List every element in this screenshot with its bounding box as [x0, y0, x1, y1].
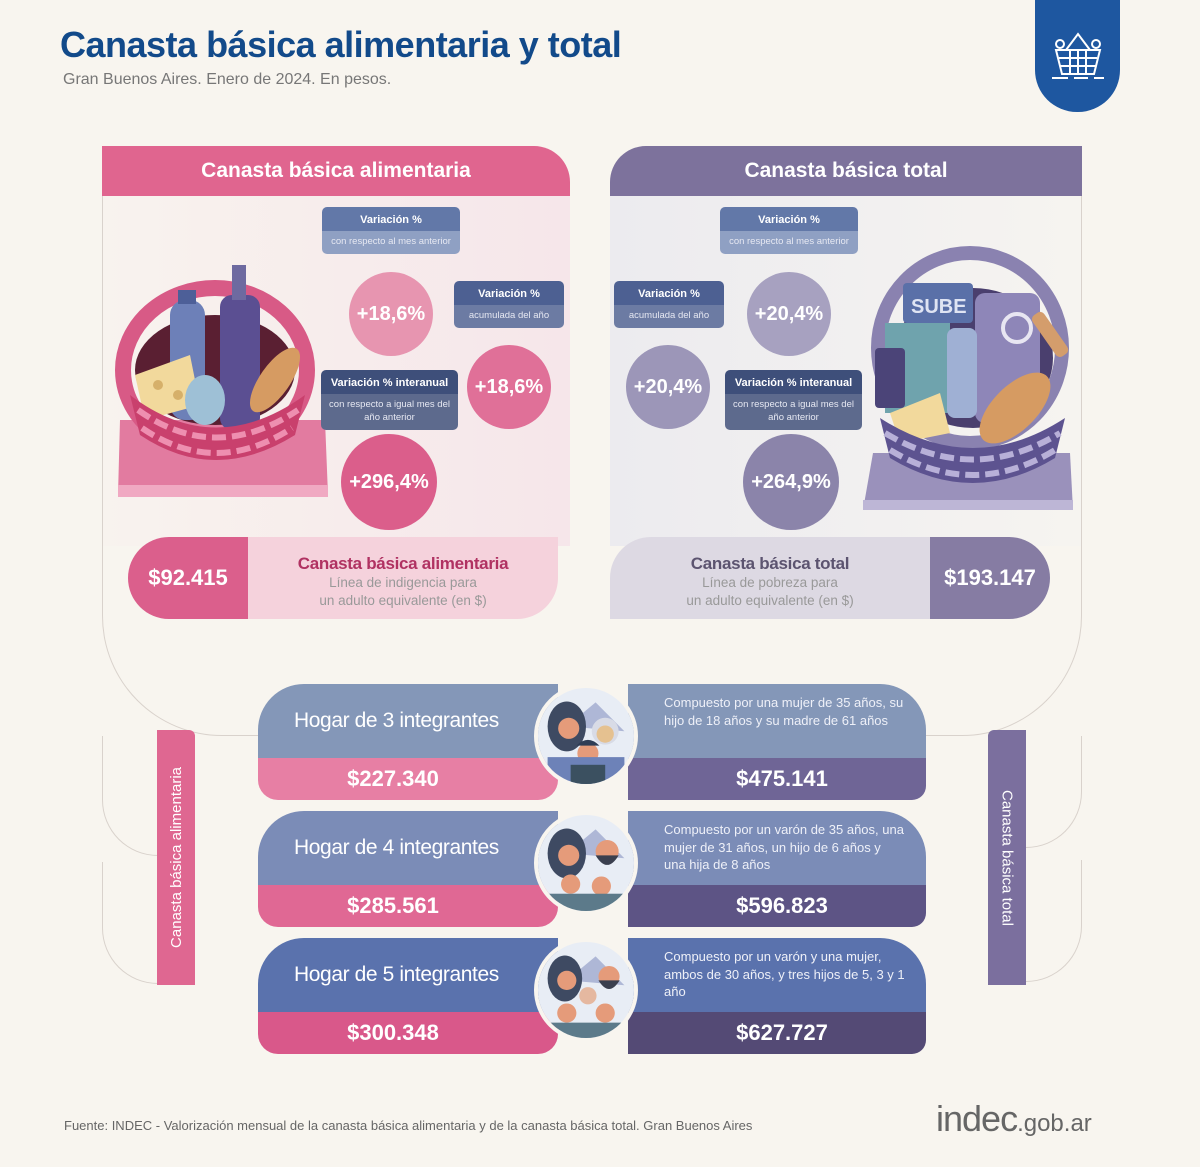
cba-side-label: Canasta básica alimentaria	[157, 730, 195, 985]
tooltip-subtitle: acumulada del año	[614, 305, 724, 328]
indec-logo[interactable]: indec.gob.ar	[936, 1098, 1092, 1140]
tooltip-title: Variación % interanual	[725, 370, 862, 394]
family-avatar	[534, 811, 638, 915]
tooltip-title: Variación %	[720, 207, 858, 231]
cbt-summary-title: Canasta básica total	[690, 554, 850, 573]
household-cba-value: $300.348	[258, 1012, 558, 1054]
sube-card-label: SUBE	[911, 296, 967, 318]
household-label: Hogar de 3 integrantes	[258, 684, 558, 758]
cbt-monthly-tooltip: Variación % con respecto al mes anterior	[720, 207, 858, 254]
household-description: Compuesto por un varón y una mujer, ambo…	[628, 938, 926, 1012]
connector-arc	[1026, 736, 1082, 848]
household-5-cbt: Compuesto por un varón y una mujer, ambo…	[628, 938, 926, 1054]
cba-yoy-value: +296,4%	[341, 434, 437, 530]
household-label: Hogar de 5 integrantes	[258, 938, 558, 1012]
tooltip-subtitle: acumulada del año	[454, 305, 564, 328]
tooltip-title: Variación %	[614, 281, 724, 305]
cba-ytd-value: +18,6%	[467, 345, 551, 429]
page-title: Canasta básica alimentaria y total	[60, 24, 622, 65]
cbt-summary-desc: Canasta básica total Línea de pobreza pa…	[610, 537, 930, 619]
household-description: Compuesto por un varón de 35 años, una m…	[628, 811, 926, 885]
cba-yoy-tooltip: Variación % interanual con respecto a ig…	[321, 370, 458, 430]
cba-ytd-tooltip: Variación % acumulada del año	[454, 281, 564, 328]
page-subtitle: Gran Buenos Aires. Enero de 2024. En pes…	[63, 71, 392, 88]
basket-icon	[1051, 32, 1104, 79]
cba-summary-desc: Canasta básica alimentaria Línea de indi…	[248, 537, 558, 619]
household-description: Compuesto por una mujer de 35 años, su h…	[628, 684, 926, 758]
cba-summary-line1: Línea de indigencia para	[329, 575, 477, 590]
household-4-cba: Hogar de 4 integrantes $285.561	[258, 811, 558, 927]
cba-side-label-text: Canasta básica alimentaria	[167, 767, 185, 948]
cba-monthly-tooltip: Variación % con respecto al mes anterior	[322, 207, 460, 254]
tooltip-title: Variación %	[454, 281, 564, 305]
cbt-side-label-text: Canasta básica total	[998, 789, 1016, 926]
indec-logo-main: indec	[936, 1098, 1018, 1139]
tooltip-title: Variación % interanual	[321, 370, 458, 394]
cbt-yoy-value: +264,9%	[743, 434, 839, 530]
cbt-ytd-tooltip: Variación % acumulada del año	[614, 281, 724, 328]
household-cba-value: $285.561	[258, 885, 558, 927]
indec-logo-suffix: .gob.ar	[1017, 1110, 1092, 1137]
cba-summary: $92.415 Canasta básica alimentaria Línea…	[128, 537, 558, 619]
cba-panel-title: Canasta básica alimentaria	[102, 146, 570, 196]
cba-summary-line2: un adulto equivalente (en $)	[319, 593, 487, 608]
cbt-summary: Canasta básica total Línea de pobreza pa…	[610, 537, 1050, 619]
connector-arc	[1026, 860, 1082, 982]
total-basket-illustration: SUBE	[863, 246, 1073, 510]
cbt-ytd-value: +20,4%	[626, 345, 710, 429]
household-cba-value: $227.340	[258, 758, 558, 800]
cbt-summary-line2: un adulto equivalente (en $)	[686, 593, 854, 608]
tooltip-subtitle: con respecto al mes anterior	[322, 231, 460, 254]
tooltip-subtitle: con respecto a igual mes del año anterio…	[321, 394, 458, 430]
household-3-cbt: Compuesto por una mujer de 35 años, su h…	[628, 684, 926, 800]
cbt-side-label: Canasta básica total	[988, 730, 1026, 985]
household-3-cba: Hogar de 3 integrantes $227.340	[258, 684, 558, 800]
cba-adult-price: $92.415	[128, 537, 248, 619]
family-avatar	[534, 938, 638, 1042]
cbt-monthly-value: +20,4%	[747, 272, 831, 356]
connector-arc	[102, 862, 158, 984]
food-basket-illustration	[115, 265, 328, 497]
cbt-panel-title: Canasta básica total	[610, 146, 1082, 196]
family-avatar	[534, 684, 638, 788]
tooltip-subtitle: con respecto a igual mes del año anterio…	[725, 394, 862, 430]
connector-arc	[102, 736, 158, 856]
cbt-yoy-tooltip: Variación % interanual con respecto a ig…	[725, 370, 862, 430]
household-cbt-value: $475.141	[628, 758, 926, 800]
source-note: Fuente: INDEC - Valorización mensual de …	[64, 1118, 753, 1133]
household-label: Hogar de 4 integrantes	[258, 811, 558, 885]
logo-badge	[1035, 0, 1120, 112]
household-cbt-value: $627.727	[628, 1012, 926, 1054]
household-5-cba: Hogar de 5 integrantes $300.348	[258, 938, 558, 1054]
household-cbt-value: $596.823	[628, 885, 926, 927]
cbt-adult-price: $193.147	[930, 537, 1050, 619]
household-4-cbt: Compuesto por un varón de 35 años, una m…	[628, 811, 926, 927]
tooltip-title: Variación %	[322, 207, 460, 231]
cba-monthly-value: +18,6%	[349, 272, 433, 356]
cbt-summary-line1: Línea de pobreza para	[702, 575, 838, 590]
tooltip-subtitle: con respecto al mes anterior	[720, 231, 858, 254]
cba-summary-title: Canasta básica alimentaria	[297, 554, 509, 573]
